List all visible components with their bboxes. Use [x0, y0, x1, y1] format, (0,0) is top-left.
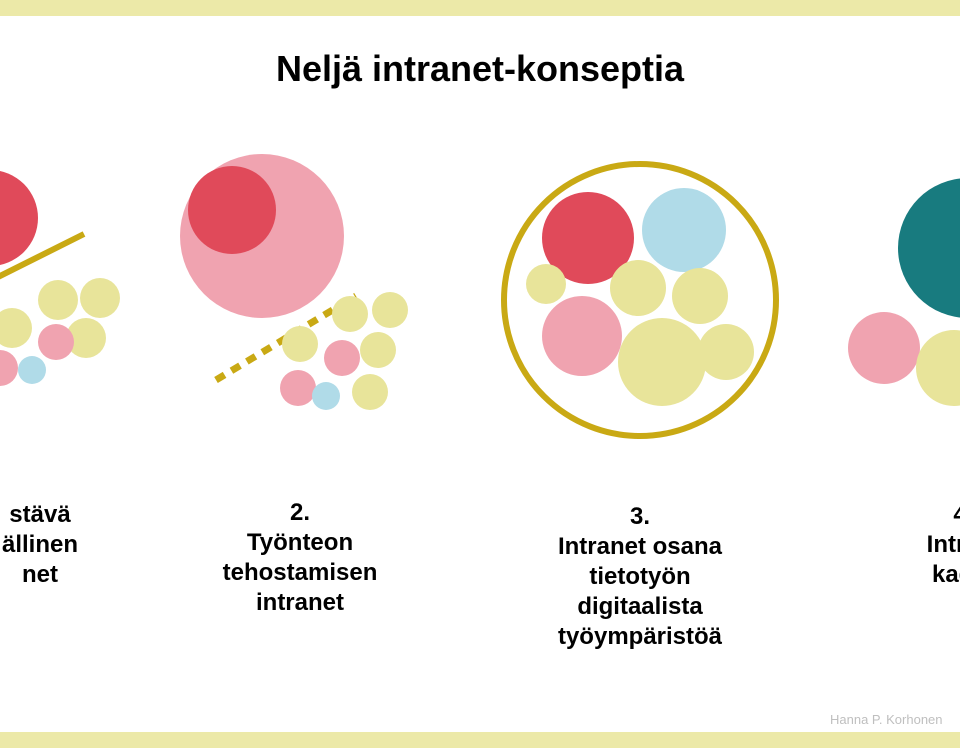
concept-1-graphics — [0, 170, 120, 386]
infographic-canvas: Neljä intranet-konseptia stävä ällinen n… — [0, 0, 960, 748]
graphics-layer — [0, 0, 960, 748]
concept-4-graphics — [848, 178, 960, 406]
concept-4-label: 4 Intran kado — [870, 500, 960, 590]
concept-3-graphics — [504, 164, 776, 436]
concept-2-graphics — [180, 154, 408, 410]
concept-2-label: 2. Työnteon tehostamisen intranet — [180, 498, 420, 618]
author-credit: Hanna P. Korhonen — [830, 712, 943, 727]
concept-1-label: stävä ällinen net — [0, 500, 110, 590]
concept-3-label: 3. Intranet osana tietotyön digitaalista… — [510, 502, 770, 652]
